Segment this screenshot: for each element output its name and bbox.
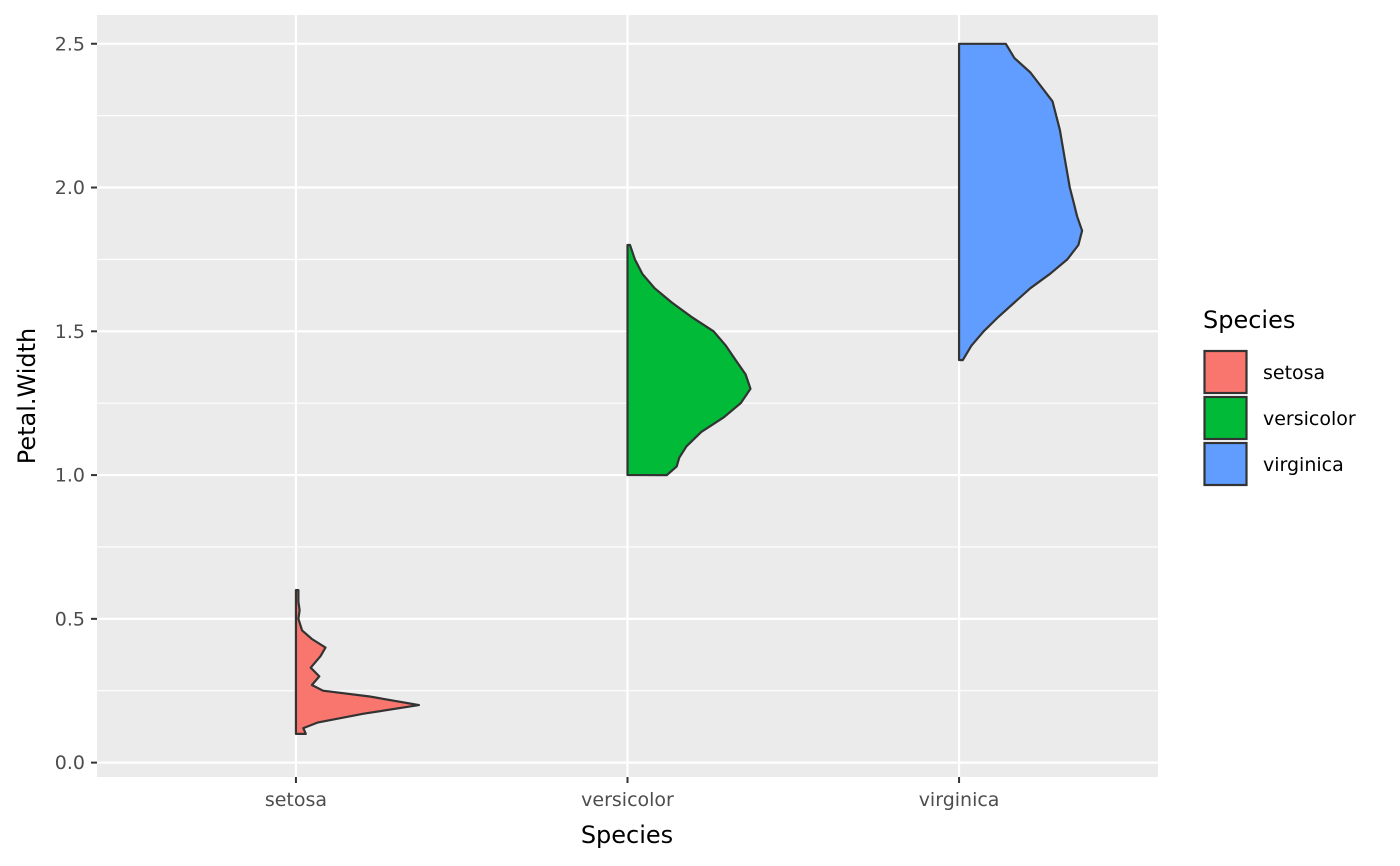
y-tick-label: 1.0 [55,465,85,487]
violin-virginica [957,42,1084,362]
legend-key-versicolor [1203,395,1248,441]
y-tick-label: 2.0 [55,177,85,199]
y-tick-label: 2.5 [55,33,85,55]
y-tick-label: 0.5 [55,608,85,630]
x-tick-label: versicolor [581,789,674,811]
legend-label-virginica: virginica [1263,454,1344,476]
legend-key-virginica [1203,441,1248,487]
x-axis-title: Species [581,821,673,849]
violin-setosa [294,589,420,735]
legend-key-setosa [1203,349,1248,395]
y-tick-label: 0.0 [55,752,85,774]
legend: Species setosa versicolor virginica [1203,306,1356,487]
x-tick-label: virginica [919,789,1000,811]
x-tick-label: setosa [265,789,327,811]
violin-versicolor [626,243,752,477]
y-axis-title: Petal.Width [13,328,41,465]
y-tick-label: 1.5 [55,321,85,343]
x-axis: setosa versicolor virginica [265,777,1000,811]
legend-title: Species [1203,306,1295,334]
legend-label-versicolor: versicolor [1263,408,1356,430]
legend-label-setosa: setosa [1263,362,1325,384]
violin-layer [294,42,1084,735]
y-axis: 0.0 0.5 1.0 1.5 2.0 2.5 [55,33,97,774]
